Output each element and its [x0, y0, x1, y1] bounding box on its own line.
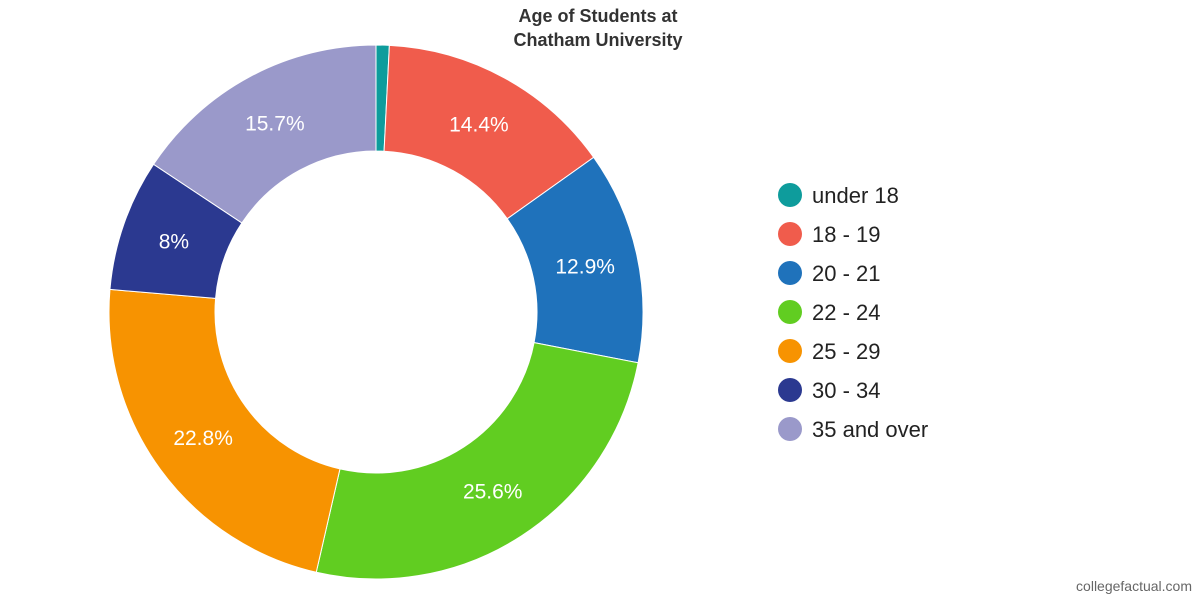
- legend: under 18 18 - 19 20 - 21 22 - 24 25 - 29 30 -…: [778, 183, 928, 442]
- slice-label: 15.7%: [245, 112, 305, 135]
- slice-label: 12.9%: [555, 256, 615, 279]
- legend-label: 20 - 21: [812, 261, 881, 286]
- chart-title-line-2: Chatham University: [513, 30, 682, 50]
- slice-25-29: [108, 288, 341, 573]
- slice-22-24: [315, 342, 639, 580]
- legend-label: 25 - 29: [812, 339, 881, 364]
- legend-label: 22 - 24: [812, 300, 881, 325]
- legend-swatch: [778, 417, 802, 441]
- legend-swatch: [778, 222, 802, 246]
- slice-label: 8%: [159, 231, 189, 254]
- legend-swatch: [778, 261, 802, 285]
- slice-label: 25.6%: [463, 480, 523, 503]
- legend-label: 30 - 34: [812, 378, 881, 403]
- slice-label: 22.8%: [173, 427, 233, 450]
- slice-label: 14.4%: [449, 113, 509, 136]
- legend-swatch: [778, 183, 802, 207]
- legend-swatch: [778, 300, 802, 324]
- slice-35-and-over: [152, 44, 377, 224]
- legend-label: 18 - 19: [812, 222, 881, 247]
- donut-slices: [108, 44, 644, 580]
- legend-label: 35 and over: [812, 417, 928, 442]
- legend-swatch: [778, 339, 802, 363]
- chart-title-line-1: Age of Students at: [518, 6, 677, 26]
- source-credit: collegefactual.com: [1076, 578, 1192, 594]
- legend-swatch: [778, 378, 802, 402]
- legend-label: under 18: [812, 183, 899, 208]
- slice-labels: 14.4% 12.9% 25.6% 22.8% 8% 15.7%: [159, 112, 615, 503]
